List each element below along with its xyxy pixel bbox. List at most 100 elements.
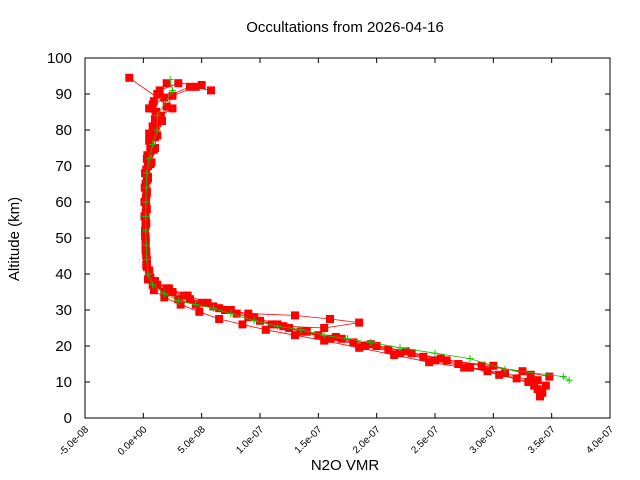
data-point: [454, 360, 463, 368]
mean-point: [149, 281, 157, 289]
data-point: [431, 356, 439, 365]
data-point: [183, 291, 192, 300]
profile-line: [129, 77, 550, 377]
data-point: [401, 347, 410, 356]
mean-point: [367, 338, 375, 346]
y-axis: 0 10 20 30 40 50 60 70 80 90 100: [47, 50, 610, 427]
data-point: [501, 369, 509, 377]
mean-point: [320, 331, 328, 339]
data-point: [151, 115, 159, 124]
data-point: [162, 79, 171, 88]
mean-point: [166, 76, 174, 84]
mean-point: [145, 155, 153, 163]
mean-point: [396, 344, 404, 352]
data-point: [176, 300, 185, 309]
data-point: [142, 261, 151, 269]
data-point: [141, 246, 150, 255]
mean-point: [501, 365, 509, 373]
data-point: [483, 367, 492, 376]
mean-point: [344, 335, 351, 343]
data-point: [495, 370, 504, 379]
data-point: [145, 136, 154, 145]
mean-point: [153, 112, 161, 120]
data-point: [320, 336, 329, 345]
data-point: [538, 388, 547, 397]
y-tick-label: 100: [47, 50, 72, 67]
x-tick-label: 5.0e-08: [176, 424, 208, 456]
y-tick-label: 10: [55, 374, 72, 391]
data-point: [162, 102, 171, 111]
data-point: [174, 79, 183, 88]
data-point: [203, 298, 212, 307]
data-point: [215, 315, 224, 323]
data-point: [530, 378, 539, 386]
profile-line: [145, 86, 543, 394]
mean-point: [297, 326, 305, 334]
mean-point: [144, 270, 152, 278]
mean-point: [209, 304, 217, 312]
data-point: [125, 73, 134, 82]
x-tick-label: 0.0e+00: [116, 424, 150, 458]
data-point: [384, 345, 393, 354]
mean-point: [142, 212, 150, 220]
mean-line: [145, 79, 570, 381]
data-point: [197, 81, 206, 89]
data-point: [355, 318, 364, 327]
y-tick-label: 90: [55, 86, 72, 103]
y-tick-label: 60: [55, 194, 72, 211]
data-point: [512, 374, 521, 383]
data-point: [302, 327, 311, 336]
x-tick-label: 4.0e-07: [584, 424, 616, 456]
data-point: [153, 131, 162, 140]
y-tick-label: 20: [55, 338, 72, 355]
data-point: [143, 151, 152, 160]
data-point: [144, 174, 152, 183]
mean-point: [466, 355, 474, 363]
mean-point: [565, 376, 573, 384]
data-point: [168, 104, 177, 113]
data-point: [142, 189, 151, 197]
data-point: [195, 307, 204, 316]
data-point: [152, 108, 161, 116]
data-point: [320, 324, 329, 332]
data-point: [186, 82, 194, 91]
x-tick-label: 3.5e-07: [526, 424, 558, 456]
data-point: [526, 370, 535, 379]
data-point: [460, 363, 469, 372]
x-axis: -5.0e-08 0.0e+00 5.0e-08 1.0e-07 1.5e-07 2.0e…: [57, 58, 616, 458]
data-point: [149, 286, 158, 295]
data-point: [145, 129, 154, 138]
data-point: [355, 343, 364, 352]
mean-point: [149, 140, 157, 148]
x-axis-label: N2O VMR: [311, 457, 380, 474]
mean-point: [559, 373, 567, 381]
x-tick-label: 1.0e-07: [234, 424, 266, 456]
profile: [141, 82, 547, 397]
profile: [140, 79, 544, 401]
series-layer: [125, 73, 573, 401]
data-point: [545, 372, 554, 381]
mean-point: [143, 169, 151, 177]
data-point: [160, 293, 169, 302]
data-point: [407, 349, 416, 358]
x-tick-label: 1.5e-07: [293, 424, 325, 456]
x-tick-label: 3.0e-07: [468, 424, 500, 456]
mean-point: [169, 86, 176, 94]
data-point: [142, 165, 151, 174]
mean-point: [143, 256, 151, 264]
data-point: [261, 325, 270, 334]
mean-point: [142, 241, 150, 249]
data-point: [215, 304, 224, 313]
profile: [125, 73, 554, 381]
data-point: [149, 145, 158, 154]
data-point: [466, 363, 474, 372]
data-point: [191, 82, 200, 91]
data-point: [165, 284, 173, 293]
x-tick-label: -5.0e-08: [57, 424, 91, 458]
mean-point: [142, 227, 150, 235]
data-point: [142, 203, 151, 212]
mean-point: [431, 349, 439, 357]
data-point: [436, 354, 445, 363]
data-point: [232, 309, 241, 318]
